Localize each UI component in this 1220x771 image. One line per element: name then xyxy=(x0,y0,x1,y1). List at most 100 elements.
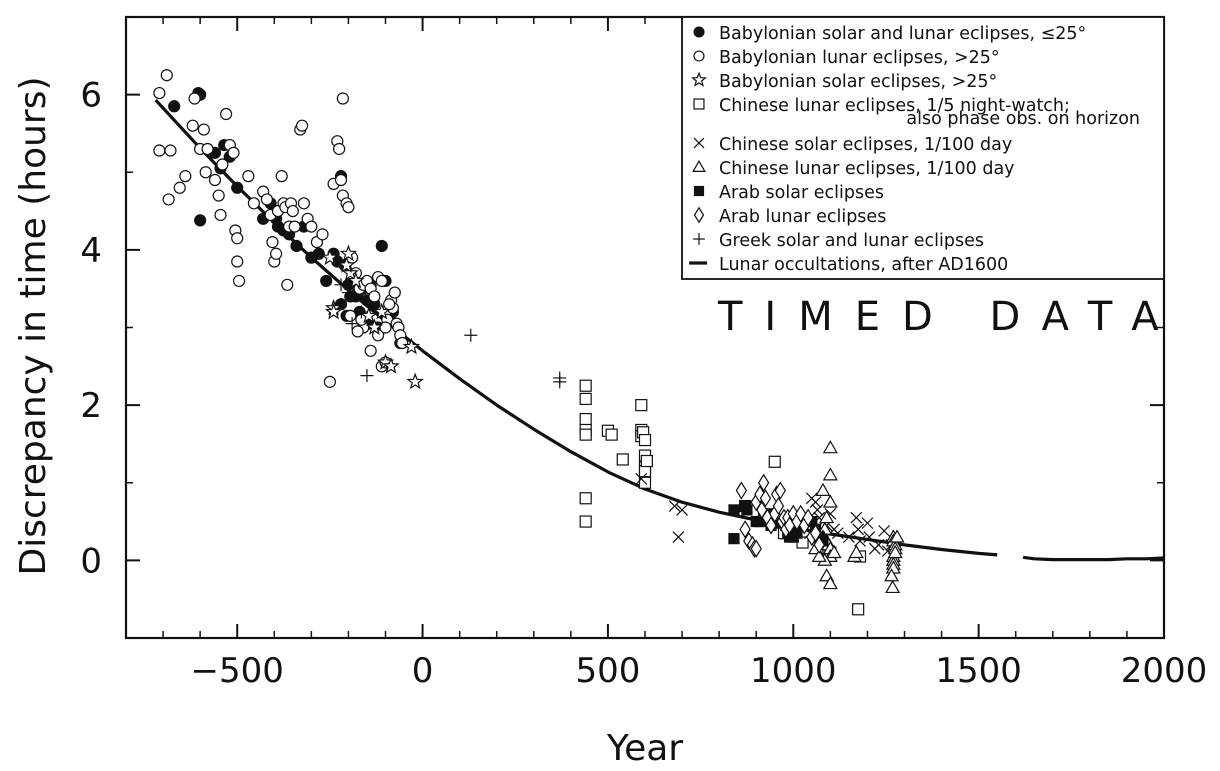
data-point xyxy=(579,392,592,406)
data-point xyxy=(579,412,592,426)
data-point xyxy=(153,86,166,100)
data-point xyxy=(464,328,478,342)
data-point xyxy=(364,344,377,357)
series-diamond xyxy=(735,473,825,558)
data-point xyxy=(324,302,343,320)
data-point xyxy=(341,286,355,300)
legend-marker xyxy=(693,26,705,38)
data-point xyxy=(822,467,838,481)
data-point xyxy=(668,500,681,512)
x-tick-label: −500 xyxy=(191,651,284,691)
data-point xyxy=(247,197,260,210)
data-point xyxy=(579,428,592,441)
data-point xyxy=(227,146,240,159)
data-point xyxy=(160,69,173,82)
x-tick-label: 0 xyxy=(412,651,434,691)
x-tick-label: 1500 xyxy=(935,651,1022,691)
data-point xyxy=(179,170,192,183)
data-point xyxy=(323,375,336,388)
data-point xyxy=(396,336,409,350)
data-point xyxy=(197,123,210,136)
data-point xyxy=(579,492,592,505)
data-point xyxy=(290,239,303,253)
data-point xyxy=(802,508,814,527)
legend-label: Arab lunar eclipses xyxy=(719,207,886,227)
data-point xyxy=(822,494,838,508)
legend-label-continued: also phase obs. on horizon xyxy=(906,109,1140,129)
legend-marker xyxy=(692,159,706,172)
y-tick-label: 0 xyxy=(80,541,102,581)
data-point xyxy=(759,489,772,508)
data-point xyxy=(842,531,855,544)
data-point xyxy=(337,256,356,273)
data-point xyxy=(672,531,685,544)
data-point xyxy=(321,248,339,266)
data-point xyxy=(852,603,865,616)
legend-label: Babylonian lunar eclipses, >25° xyxy=(719,48,1000,68)
data-point xyxy=(379,321,392,334)
data-point xyxy=(852,523,865,536)
legend-label: Chinese lunar eclipses, 1/5 night-watch; xyxy=(719,96,1070,116)
data-point xyxy=(772,496,785,516)
data-point xyxy=(347,271,365,289)
data-point xyxy=(212,189,225,202)
data-point xyxy=(375,274,388,288)
data-point xyxy=(883,568,900,582)
data-point xyxy=(360,306,378,324)
data-point xyxy=(219,107,233,121)
data-point xyxy=(368,290,381,303)
data-point xyxy=(316,228,329,241)
legend-box xyxy=(681,16,1165,280)
data-point xyxy=(579,515,592,528)
data-point xyxy=(850,511,863,524)
legend-label: Arab solar eclipses xyxy=(719,183,884,203)
data-point xyxy=(305,220,318,233)
legend-marker xyxy=(690,71,708,87)
y-tick-label: 2 xyxy=(80,386,102,426)
data-point xyxy=(809,524,822,543)
x-tick-label: 2000 xyxy=(1121,651,1208,691)
series-star xyxy=(321,244,424,390)
y-axis-title: Discrepancy in time (hours) xyxy=(13,76,54,575)
data-point xyxy=(260,193,273,206)
legend-label: Lunar occultations, after AD1600 xyxy=(719,255,1008,275)
data-point xyxy=(173,181,186,194)
data-point xyxy=(153,144,166,157)
data-point xyxy=(360,369,374,383)
legend-label: Greek solar and lunar eclipses xyxy=(719,231,984,251)
legend-marker xyxy=(693,185,705,197)
data-point xyxy=(214,208,227,222)
data-point xyxy=(199,166,212,179)
data-point xyxy=(728,533,740,545)
x-axis-title: Year xyxy=(606,728,683,769)
data-point xyxy=(741,504,753,516)
legend-label: Babylonian solar and lunar eclipses, ≤25… xyxy=(719,24,1086,44)
axes-group: −500 0 500 1000 1500 2000 0 2 4 6 xyxy=(80,16,1208,691)
data-point xyxy=(336,92,349,105)
data-point xyxy=(232,274,246,288)
data-point xyxy=(351,325,364,338)
data-point xyxy=(188,92,201,105)
legend-label: Babylonian solar eclipses, >25° xyxy=(719,72,997,92)
data-point xyxy=(194,214,207,227)
data-point xyxy=(334,278,348,292)
data-point xyxy=(809,496,822,509)
series-plus xyxy=(334,278,567,389)
data-point xyxy=(297,197,311,210)
data-point xyxy=(861,517,874,530)
data-point xyxy=(735,481,748,500)
data-point xyxy=(831,527,844,540)
data-point xyxy=(334,173,348,187)
data-point xyxy=(344,309,357,322)
data-point xyxy=(216,158,229,171)
data-point xyxy=(365,318,384,335)
data-point xyxy=(231,255,244,268)
legend-marker xyxy=(693,137,705,149)
data-point xyxy=(164,144,177,157)
y-tick-label: 6 xyxy=(80,76,102,116)
data-point xyxy=(765,516,777,535)
data-point xyxy=(168,100,181,113)
data-point xyxy=(162,193,175,206)
data-point xyxy=(231,232,244,245)
data-point xyxy=(635,472,648,485)
